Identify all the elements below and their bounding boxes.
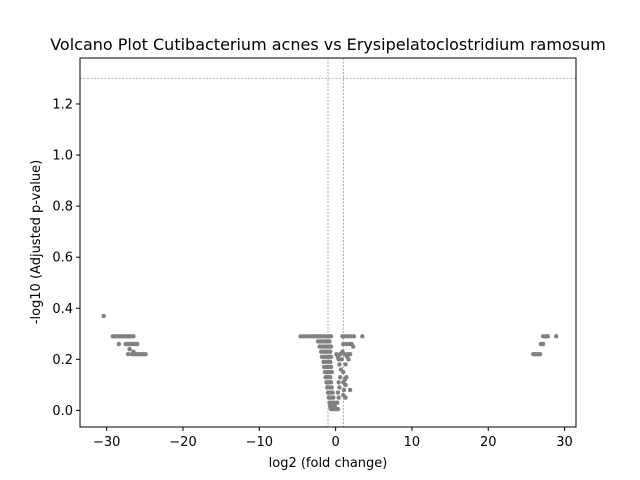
- y-axis-ticks: 0.0 0.2 0.4 0.6 0.8 1.0 1.2: [52, 97, 80, 419]
- data-point: [328, 349, 333, 354]
- data-point: [304, 334, 309, 339]
- data-points: [101, 313, 559, 412]
- data-point: [328, 359, 333, 365]
- data-point: [350, 344, 356, 349]
- data-point: [345, 334, 351, 339]
- data-point: [339, 357, 344, 362]
- data-point: [125, 352, 131, 357]
- data-point: [301, 334, 306, 339]
- data-point: [298, 334, 303, 339]
- x-tick-label: −10: [246, 435, 273, 450]
- data-point: [101, 313, 106, 319]
- data-point: [341, 369, 346, 375]
- data-point: [131, 334, 136, 339]
- data-point: [348, 334, 354, 339]
- data-point: [335, 406, 341, 412]
- threshold-lines: [80, 58, 576, 427]
- data-point: [346, 357, 351, 362]
- data-point: [334, 400, 340, 405]
- x-tick-label: 20: [480, 435, 497, 450]
- data-point: [343, 382, 348, 388]
- data-point: [330, 390, 335, 395]
- data-point: [537, 352, 543, 357]
- x-tick-label: −20: [169, 435, 196, 450]
- data-point: [116, 341, 122, 347]
- data-point: [329, 385, 335, 390]
- data-point: [344, 341, 349, 347]
- x-tick-label: 0: [331, 435, 339, 450]
- y-tick-label: 0.4: [52, 302, 73, 317]
- data-point: [347, 352, 353, 357]
- data-point: [341, 387, 347, 393]
- data-point: [351, 334, 357, 339]
- data-point: [331, 400, 337, 405]
- data-point: [329, 369, 335, 375]
- data-point: [336, 395, 341, 400]
- x-tick-label: 10: [404, 435, 421, 450]
- data-point: [328, 344, 334, 349]
- data-point: [337, 385, 342, 390]
- data-point: [360, 334, 365, 339]
- data-point: [540, 341, 546, 347]
- data-point: [337, 362, 342, 367]
- data-point: [328, 375, 333, 380]
- data-point: [336, 380, 341, 385]
- data-point: [553, 334, 559, 339]
- chart-title: Volcano Plot Cutibacterium acnes vs Erys…: [50, 35, 606, 54]
- data-point: [307, 334, 312, 339]
- x-tick-label: −30: [93, 435, 120, 450]
- data-point: [328, 354, 334, 359]
- data-point: [335, 390, 341, 395]
- axes-frame: [79, 57, 577, 428]
- data-point: [331, 395, 336, 400]
- y-tick-label: 1.2: [52, 97, 73, 112]
- data-point: [328, 380, 334, 385]
- data-point: [341, 341, 346, 347]
- x-axis-label: log2 (fold change): [269, 456, 388, 471]
- data-point: [127, 346, 132, 352]
- data-point: [347, 387, 353, 393]
- y-tick-label: 0.6: [52, 251, 73, 266]
- data-point: [342, 334, 347, 339]
- data-point: [135, 341, 140, 347]
- data-point: [328, 364, 334, 370]
- y-tick-label: 0.8: [52, 200, 73, 215]
- data-point: [343, 395, 348, 400]
- data-point: [343, 362, 348, 367]
- y-tick-label: 0.0: [52, 404, 73, 419]
- x-axis-ticks: −30 −20 −10 0 10 20 30: [93, 427, 573, 450]
- y-axis-label: -log10 (Adjusted p-value): [29, 160, 44, 324]
- x-tick-label: 30: [556, 435, 573, 450]
- data-point: [327, 339, 332, 344]
- y-tick-label: 0.2: [52, 353, 73, 368]
- y-tick-label: 1.0: [52, 149, 73, 164]
- data-point: [338, 375, 343, 380]
- data-point: [336, 357, 341, 362]
- data-point: [545, 334, 550, 339]
- data-point: [143, 352, 148, 357]
- data-point: [328, 334, 334, 339]
